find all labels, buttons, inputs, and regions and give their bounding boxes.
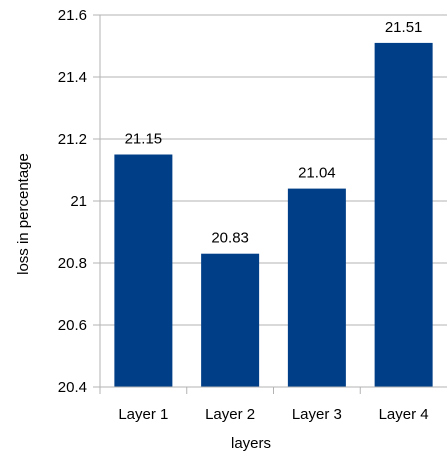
bar [114, 154, 173, 387]
x-tick-label: Layer 4 [379, 406, 429, 423]
bar [287, 188, 346, 387]
x-tick-label: Layer 3 [292, 406, 342, 423]
bar [201, 253, 260, 387]
axis-layer [93, 14, 447, 394]
y-tick-label: 21.6 [58, 7, 87, 24]
y-tick-label: 21.2 [58, 131, 87, 148]
x-tick-label: Layer 1 [118, 406, 168, 423]
labels-layer: 20.4 20.6 20.8 21 21.2 21.4 21.6 21.15 Layer 1 20… [58, 7, 429, 423]
y-tick-label: 20.6 [58, 317, 87, 334]
data-label: 21.15 [125, 131, 163, 148]
x-axis-title: layers [231, 435, 271, 452]
y-axis-title: loss in percentage [15, 153, 32, 275]
data-label: 21.51 [385, 19, 423, 36]
data-label: 21.04 [298, 165, 336, 182]
y-tick-label: 21.4 [58, 69, 87, 86]
bar [374, 42, 433, 388]
y-tick-label: 21 [70, 193, 87, 210]
data-label: 20.83 [211, 230, 249, 247]
bars-layer [114, 42, 433, 388]
y-tick-label: 20.8 [58, 255, 87, 272]
y-tick-label: 20.4 [58, 379, 87, 396]
x-tick-label: Layer 2 [205, 406, 255, 423]
